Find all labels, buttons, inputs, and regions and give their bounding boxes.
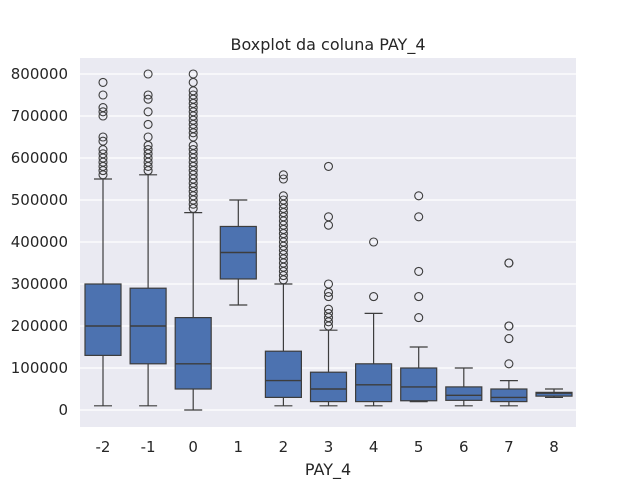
x-tick-label: 4 — [369, 438, 379, 456]
box-7 — [490, 258, 528, 407]
outlier-point — [414, 313, 424, 323]
outlier-point — [323, 308, 334, 318]
outlier-point — [98, 132, 108, 142]
outlier-point — [504, 334, 514, 344]
outlier-point — [323, 292, 334, 302]
box-8 — [535, 388, 573, 398]
outlier-point — [323, 161, 334, 171]
outlier-point — [143, 119, 153, 129]
box-0 — [174, 69, 212, 411]
outlier-point — [278, 170, 288, 180]
iqr-box — [174, 317, 212, 390]
outlier-point — [143, 69, 153, 79]
box-group — [84, 69, 573, 411]
outlier-point — [143, 145, 153, 155]
outlier-point — [323, 304, 334, 314]
iqr-box — [535, 391, 573, 397]
outlier-point — [98, 103, 108, 113]
x-tick-label: -1 — [141, 438, 156, 456]
outlier-point — [278, 174, 288, 184]
x-tick-labels: -2 -1 0 1 2 3 4 5 6 7 8 — [96, 438, 559, 456]
outlier-point — [98, 136, 108, 146]
box-5 — [400, 191, 438, 403]
iqr-box — [400, 367, 438, 402]
outlier-point — [323, 212, 334, 222]
y-tick-label: 600000 — [11, 149, 68, 167]
box--1 — [129, 69, 167, 407]
iqr-box — [355, 363, 393, 403]
outlier-point — [369, 292, 379, 302]
box-3 — [309, 161, 348, 407]
outlier-point — [98, 149, 108, 159]
outlier-point — [504, 359, 514, 369]
outlier-point — [98, 77, 108, 87]
outlier-point — [188, 69, 198, 79]
iqr-box — [84, 283, 122, 357]
iqr-box — [445, 386, 483, 401]
y-tick-labels: 0 100000 200000 300000 400000 500000 600000 700… — [11, 65, 68, 419]
y-tick-label: 200000 — [11, 317, 68, 335]
outlier-point — [504, 321, 514, 331]
y-tick-label: 400000 — [11, 233, 68, 251]
outlier-point — [188, 145, 198, 155]
x-tick-label: 8 — [549, 438, 559, 456]
y-tick-label: 800000 — [11, 65, 68, 83]
outlier-point — [414, 292, 424, 302]
x-tick-label: 1 — [234, 438, 244, 456]
y-tick-label: 0 — [58, 401, 68, 419]
box-4 — [355, 237, 393, 407]
outlier-point — [143, 94, 153, 104]
x-tick-label: -2 — [96, 438, 111, 456]
y-tick-label: 300000 — [11, 275, 68, 293]
outlier-point — [369, 237, 379, 247]
box-2 — [264, 170, 302, 407]
outlier-point — [188, 90, 198, 100]
x-tick-label: 7 — [504, 438, 514, 456]
box-1 — [219, 199, 257, 306]
x-axis-label: PAY_4 — [305, 460, 351, 480]
x-tick-label: 2 — [279, 438, 289, 456]
box-6 — [445, 367, 483, 407]
outlier-point — [504, 258, 514, 268]
outlier-point — [414, 266, 424, 276]
iqr-box — [264, 350, 302, 399]
y-tick-label: 500000 — [11, 191, 68, 209]
x-tick-label: 6 — [459, 438, 469, 456]
outlier-point — [278, 195, 288, 205]
box--2 — [84, 77, 122, 407]
x-tick-label: 3 — [324, 438, 334, 456]
iqr-box — [309, 371, 348, 403]
outlier-point — [98, 107, 108, 117]
x-tick-label: 5 — [414, 438, 424, 456]
outlier-point — [143, 107, 153, 117]
outlier-point — [143, 132, 153, 142]
outlier-point — [414, 212, 424, 222]
chart-title: Boxplot da coluna PAY_4 — [230, 35, 425, 55]
outlier-point — [278, 191, 288, 201]
outlier-point — [323, 279, 334, 289]
outlier-point — [414, 191, 424, 201]
iqr-box — [490, 388, 528, 403]
y-tick-label: 700000 — [11, 107, 68, 125]
x-tick-label: 0 — [188, 438, 198, 456]
outlier-point — [98, 90, 108, 100]
outlier-point — [143, 90, 153, 100]
y-tick-label: 100000 — [11, 359, 68, 377]
